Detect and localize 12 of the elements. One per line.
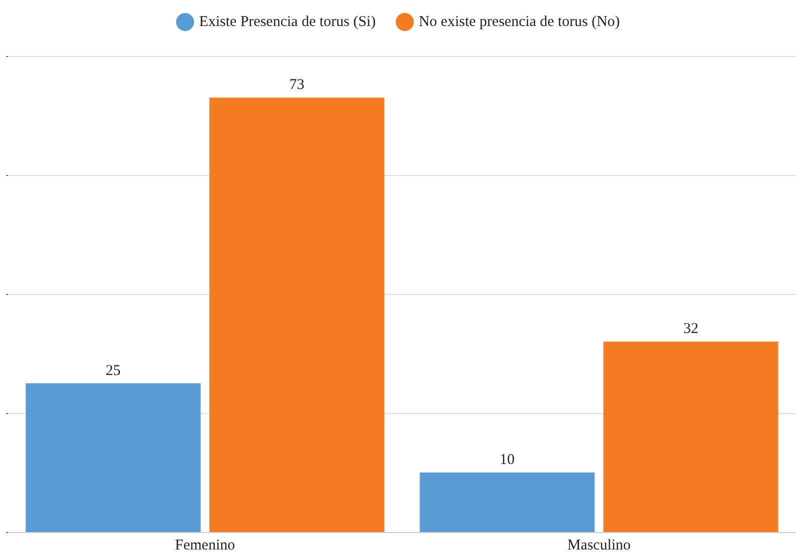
bar	[420, 472, 595, 532]
data-label: 10	[500, 452, 515, 468]
legend-label: Existe Presencia de torus (Si)	[199, 14, 376, 30]
bar	[26, 383, 201, 532]
x-tick-label: Femenino	[175, 538, 235, 554]
data-label: 25	[106, 362, 121, 379]
x-tick-label: Masculino	[567, 538, 631, 554]
data-label: 32	[683, 321, 698, 338]
bar	[209, 98, 384, 532]
bar	[603, 342, 778, 532]
legend-label: No existe presencia de torus (No)	[418, 14, 620, 30]
data-label: 73	[289, 77, 304, 94]
